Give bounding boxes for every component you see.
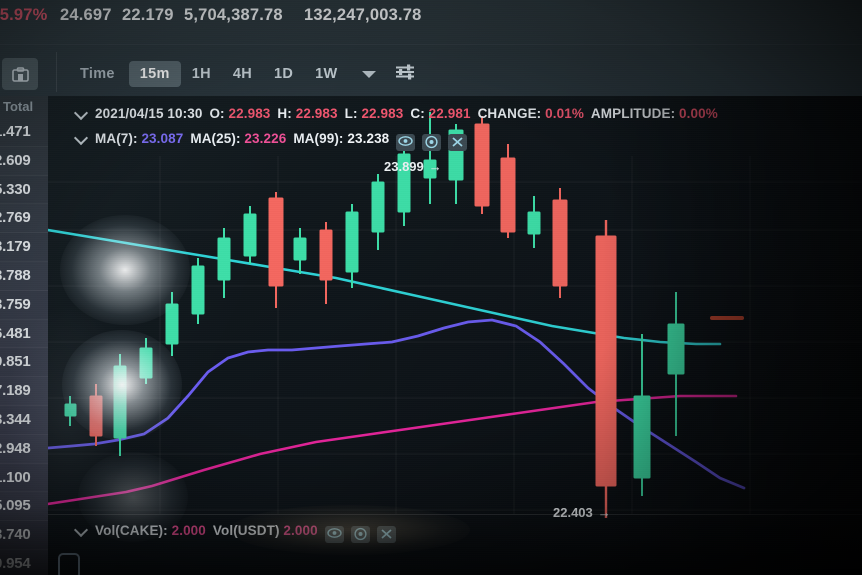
orderbook-total-column[interactable]: Total 1.471 2.609 5.330 2.769 3.179 3.78…: [0, 96, 48, 575]
vol-base-value: 2.000: [171, 523, 206, 538]
camera-icon[interactable]: [2, 58, 38, 90]
ohlc-low-label: L:: [344, 106, 358, 121]
list-item[interactable]: 7.189: [0, 377, 48, 406]
ma-legend: MA(7): 23.087 MA(25): 23.226 MA(99): 23.23…: [76, 131, 468, 151]
candle: [191, 258, 205, 324]
candle: [595, 220, 617, 518]
candle: [552, 188, 568, 298]
timeframe-1h[interactable]: 1H: [191, 66, 211, 82]
sidebar-header: Total: [3, 99, 34, 114]
ohlc-change: 0.01%: [545, 106, 584, 121]
target-icon[interactable]: [422, 134, 442, 151]
low-price-value: 22.403: [553, 505, 593, 520]
volume-legend: Vol(CAKE): 2.000 Vol(USDT) 2.000: [76, 523, 396, 543]
ticker-change: -5.97%: [0, 6, 48, 24]
ma7-label: MA(7):: [95, 131, 138, 146]
list-item[interactable]: 5.330: [0, 176, 48, 205]
chart-canvas: [48, 96, 862, 575]
low-price-annotation: 22.403 →: [553, 505, 611, 520]
ticker-value-1: 22.179: [122, 6, 174, 24]
ohlc-datetime: 2021/04/15 10:30: [95, 106, 203, 121]
sliders-glyph: [396, 64, 415, 80]
list-item[interactable]: 1.100: [0, 464, 48, 493]
bottom-left-widget[interactable]: [58, 553, 80, 575]
ma7-value: 23.087: [141, 131, 184, 146]
target-icon[interactable]: [350, 526, 370, 543]
list-item[interactable]: 6.481: [0, 320, 48, 349]
ohlc-amplitude: 0.00%: [679, 106, 718, 121]
timeframe-1d[interactable]: 1D: [273, 66, 294, 82]
list-item[interactable]: 2.609: [0, 147, 48, 176]
camera-glyph: [11, 66, 29, 82]
list-item[interactable]: 3.759: [0, 291, 48, 320]
sliders-icon[interactable]: [394, 63, 416, 85]
ohlc-amplitude-label: AMPLITUDE:: [590, 106, 676, 121]
eye-icon[interactable]: [324, 526, 344, 543]
close-icon[interactable]: [448, 134, 468, 151]
chevron-down-icon[interactable]: [76, 107, 88, 119]
timeframe-4h[interactable]: 4H: [232, 66, 252, 82]
candlestick-chart-panel[interactable]: 2021/04/15 10:30 O: 22.983 H: 22.983 L: 22.…: [48, 96, 862, 575]
ticker-bar: -5.97% 24.697 22.179 5,704,387.78 132,24…: [0, 0, 862, 44]
timeframe-15m[interactable]: 15m: [128, 61, 181, 87]
list-item[interactable]: 3.344: [0, 406, 48, 435]
list-item[interactable]: 1.471: [0, 118, 48, 147]
ohlc-high: 22.983: [295, 106, 338, 121]
vol-base-label: Vol(CAKE):: [95, 523, 168, 538]
eye-icon[interactable]: [396, 134, 416, 151]
high-price-annotation: 23.899 →: [384, 159, 442, 174]
list-item[interactable]: 5.095: [0, 492, 48, 522]
arrow-right-icon: →: [597, 505, 611, 520]
ohlc-open: 22.983: [228, 106, 271, 121]
list-item[interactable]: 3.788: [0, 262, 48, 291]
list-item[interactable]: 0.954: [0, 550, 48, 575]
arrow-right-icon: →: [428, 159, 442, 174]
list-item[interactable]: 2.769: [0, 204, 48, 234]
ma25-value: 23.226: [244, 131, 287, 146]
time-label: Time: [80, 66, 115, 82]
ohlc-close: 22.981: [428, 106, 471, 121]
ohlc-low: 22.983: [361, 106, 404, 121]
chevron-down-icon[interactable]: [76, 132, 88, 144]
ohlc-change-label: CHANGE:: [477, 106, 542, 121]
ticker-value-3: 132,247,003.78: [304, 6, 422, 24]
ohlc-open-label: O:: [209, 106, 225, 121]
list-item[interactable]: 2.948: [0, 435, 48, 464]
candle: [243, 206, 257, 264]
ma99-label: MA(99):: [293, 131, 344, 146]
list-item[interactable]: 3.179: [0, 233, 48, 262]
timeframe-selector: Time 15m 1H 4H 1D 1W: [76, 58, 416, 90]
ticker-value-2: 5,704,387.78: [184, 6, 283, 24]
chevron-down-icon[interactable]: [362, 70, 377, 78]
ma99-value: 23.238: [347, 131, 390, 146]
toolbar-divider: [56, 52, 57, 92]
close-icon[interactable]: [376, 526, 396, 543]
ohlc-legend: 2021/04/15 10:30 O: 22.983 H: 22.983 L: 22.…: [76, 106, 718, 121]
list-item[interactable]: 0.851: [0, 348, 48, 378]
vol-quote-label: Vol(USDT): [212, 523, 280, 538]
high-price-value: 23.899: [384, 159, 424, 174]
ticker-value-0: 24.697: [60, 6, 112, 24]
vol-quote-value: 2.000: [283, 523, 318, 538]
list-item[interactable]: 3.740: [0, 521, 48, 550]
ma25-label: MA(25):: [190, 131, 241, 146]
chevron-down-icon[interactable]: [76, 524, 88, 536]
candle: [474, 116, 490, 214]
candle: [500, 144, 516, 238]
ohlc-close-label: C:: [410, 106, 425, 121]
ohlc-high-label: H:: [277, 106, 292, 121]
volume-panel-divider: [48, 514, 862, 515]
timeframe-1w[interactable]: 1W: [315, 66, 338, 82]
